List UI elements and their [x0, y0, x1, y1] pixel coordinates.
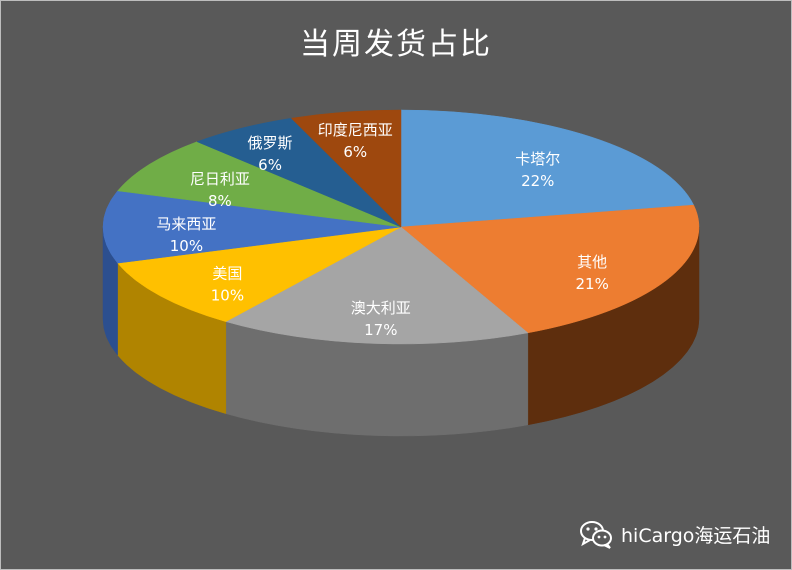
slice-value-1: 22%	[521, 172, 554, 190]
slice-label-4: 美国	[212, 265, 242, 283]
slice-value-4: 10%	[211, 287, 244, 305]
watermark: hiCargo海运石油	[579, 517, 770, 551]
pie-slice-1	[400, 109, 695, 228]
slice-label-3: 澳大利亚	[351, 299, 411, 317]
pie-slice-5	[102, 190, 402, 264]
slice-value-7: 6%	[258, 156, 282, 174]
slice-value-2: 21%	[576, 275, 609, 293]
wechat-icon	[580, 521, 612, 549]
pie-slice-8	[290, 109, 402, 228]
chart-title: 当周发货占比	[300, 27, 492, 62]
slice-value-8: 6%	[343, 143, 367, 161]
watermark-text: hiCargo海运石油	[621, 524, 771, 547]
slice-label-8: 印度尼西亚	[318, 121, 393, 139]
slice-label-1: 卡塔尔	[515, 150, 560, 168]
slice-value-3: 17%	[364, 321, 397, 339]
slice-value-5: 10%	[170, 237, 203, 255]
pie-slice-3	[225, 226, 529, 345]
slice-label-2: 其他	[577, 253, 607, 271]
pie-slice-2	[400, 204, 700, 334]
slice-label-7: 俄罗斯	[248, 134, 293, 152]
pie-slice-4	[117, 226, 402, 322]
slice-label-6: 尼日利亚	[190, 170, 250, 188]
pie-slice-6	[117, 141, 402, 228]
slice-value-6: 8%	[208, 192, 232, 210]
slice-label-5: 马来西亚	[156, 215, 216, 233]
